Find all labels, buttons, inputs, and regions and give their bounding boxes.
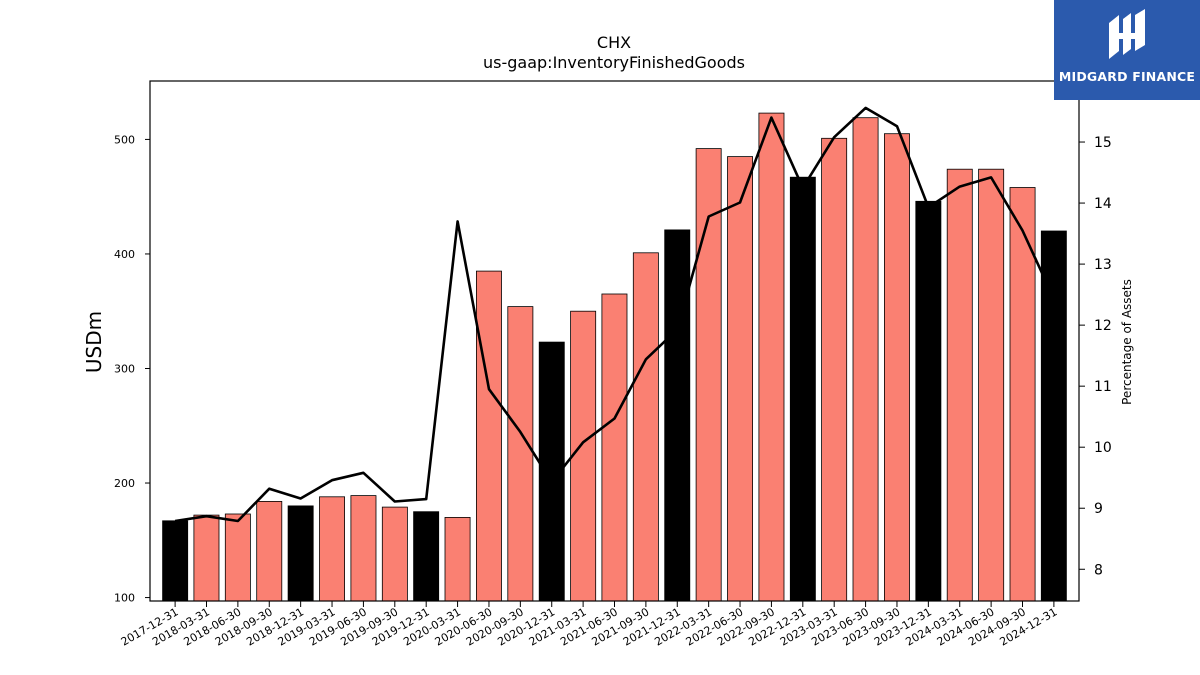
y-tick-label: 500 [114, 133, 135, 146]
bar [632, 252, 659, 602]
y2-axis-label: Percentage of Assets [1120, 279, 1134, 405]
mh-monogram-icon [1109, 9, 1145, 59]
y2-tick-label: 11 [1094, 379, 1112, 395]
logo: MIDGARD FINANCE [1054, 0, 1200, 100]
chart-title: CHX [597, 33, 631, 52]
bar [727, 156, 754, 602]
bar [413, 511, 440, 602]
bar [381, 506, 408, 602]
bar [821, 137, 848, 602]
y2-tick-label: 13 [1094, 257, 1112, 273]
bar [350, 495, 377, 602]
bar [758, 112, 785, 602]
bar [444, 517, 471, 602]
left-axis-ticks: 100 200 300 400 500 [114, 133, 150, 605]
bar [884, 133, 910, 602]
y2-tick-label: 12 [1094, 318, 1112, 334]
bar [1009, 187, 1036, 602]
bar [695, 148, 722, 602]
bar [287, 505, 314, 602]
bar [193, 514, 220, 602]
bar [852, 117, 879, 602]
bar [256, 500, 283, 602]
y-tick-label: 400 [114, 248, 135, 261]
right-axis-ticks: 8 9 10 11 12 13 14 15 [1079, 135, 1112, 578]
bars-group [162, 112, 1067, 602]
x-axis-ticks: 2017-12-312018-03-312018-06-302018-09-30… [119, 601, 1059, 649]
chart-subtitle: us-gaap:InventoryFinishedGoods [483, 53, 745, 72]
y-tick-label: 300 [114, 362, 135, 375]
y2-tick-label: 10 [1094, 440, 1112, 456]
bar [475, 270, 502, 602]
y2-tick-label: 15 [1094, 135, 1112, 151]
logo-text: MIDGARD FINANCE [1058, 69, 1196, 84]
bar [319, 496, 346, 602]
bar [1040, 230, 1067, 602]
percentage-line [174, 106, 1056, 523]
bar [570, 310, 597, 602]
y2-tick-label: 14 [1094, 196, 1112, 212]
bar [507, 306, 534, 602]
bar [789, 176, 816, 602]
y2-tick-label: 8 [1094, 562, 1103, 578]
y-tick-label: 100 [114, 592, 135, 605]
bar [224, 513, 251, 602]
percentage-line-group [174, 106, 1056, 523]
y-tick-label: 200 [114, 477, 135, 490]
bar [915, 200, 942, 602]
bar [978, 168, 1005, 602]
bar [946, 168, 973, 602]
bar [601, 293, 628, 602]
y2-tick-label: 9 [1094, 501, 1103, 517]
y-axis-label: USDm [82, 311, 106, 373]
bar [162, 520, 189, 602]
bar [664, 229, 691, 602]
